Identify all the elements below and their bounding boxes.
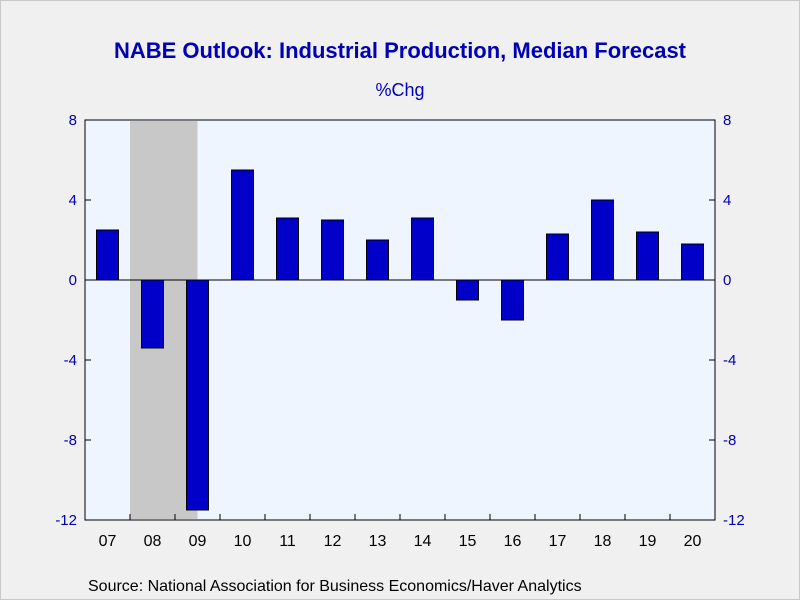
bar-15	[456, 279, 479, 301]
y-tick-label-left: 4	[69, 192, 77, 209]
x-tick-label-08: 08	[144, 533, 162, 550]
bar-16	[501, 279, 524, 321]
x-tick-label-11: 11	[279, 533, 296, 550]
y-tick-label-left: -8	[64, 432, 77, 449]
y-tick-label-left: -12	[55, 512, 77, 529]
y-tick-label-right: -4	[723, 352, 736, 369]
y-tick-label-right: 4	[723, 192, 731, 209]
source-note: Source: National Association for Busines…	[88, 578, 582, 595]
bar-20	[681, 243, 704, 281]
bar-07	[96, 229, 119, 281]
bar-08	[141, 279, 164, 349]
bar-12	[321, 219, 344, 281]
bar-14	[411, 217, 434, 281]
bar-19	[636, 231, 659, 281]
y-tick-label-right: 0	[723, 272, 731, 289]
x-tick-label-18: 18	[594, 533, 612, 550]
bar-09	[186, 279, 209, 511]
x-tick-label-09: 09	[189, 533, 207, 550]
x-tick-label-20: 20	[684, 533, 702, 550]
x-tick-label-14: 14	[414, 533, 432, 550]
x-tick-label-15: 15	[459, 533, 477, 550]
y-tick-label-left: 0	[69, 272, 77, 289]
y-tick-label-right: -8	[723, 432, 736, 449]
bar-10	[231, 169, 254, 281]
x-tick-label-16: 16	[504, 533, 522, 550]
bars-layer	[85, 121, 715, 519]
x-tick-label-07: 07	[99, 533, 117, 550]
y-tick-label-right: -12	[723, 512, 745, 529]
bar-18	[591, 199, 614, 281]
x-tick-label-19: 19	[639, 533, 657, 550]
x-tick-label-12: 12	[324, 533, 342, 550]
bar-13	[366, 239, 389, 281]
chart-subtitle: %Chg	[375, 80, 425, 100]
x-tick-label-17: 17	[549, 533, 567, 550]
y-tick-label-right: 8	[723, 112, 731, 129]
bar-11	[276, 217, 299, 281]
x-tick-label-10: 10	[234, 533, 252, 550]
axes-layer: 8 8 4 4 0 0 -4 -4 -8 -8 -12 -12 07 08 09 10 11 12 13 14 15 16…	[55, 112, 744, 550]
y-tick-label-left: 8	[69, 112, 77, 129]
chart-title: NABE Outlook: Industrial Production, Med…	[113, 38, 687, 63]
y-tick-label-left: -4	[64, 352, 77, 369]
x-tick-label-13: 13	[369, 533, 387, 550]
bar-17	[546, 233, 569, 281]
